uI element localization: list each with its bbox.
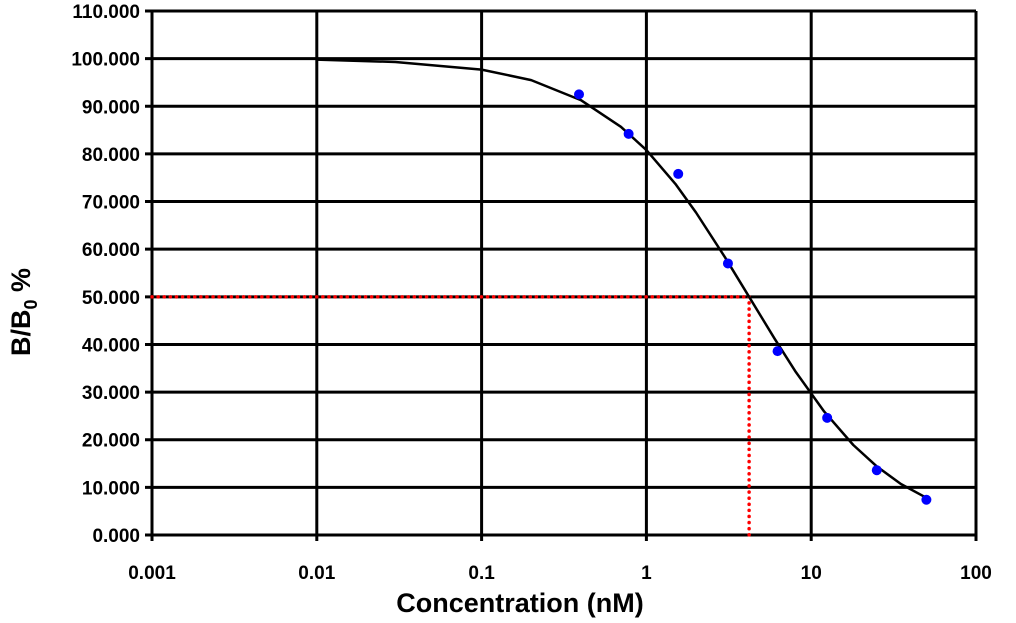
data-point (623, 128, 634, 139)
x-axis-label: Concentration (nM) (396, 588, 643, 618)
x-tick-label: 100 (960, 563, 992, 584)
data-point (574, 89, 585, 100)
y-tick-label: 70.000 (82, 193, 140, 214)
y-tick-label: 30.000 (82, 383, 140, 404)
ic50-guide-lines (150, 295, 751, 537)
y-axis-label: B/B0 % (6, 268, 41, 356)
y-tick-label: 60.000 (82, 240, 140, 261)
y-tick-label: 110.000 (72, 2, 140, 23)
x-tick-label: 0.1 (468, 563, 495, 584)
x-tick-label: 10 (801, 563, 822, 584)
data-point (722, 258, 733, 269)
grid (145, 9, 978, 541)
data-points (574, 89, 932, 505)
x-axis-ticks: 0.001 0.01 0.1 1 10 100 (128, 563, 992, 584)
data-point (673, 168, 684, 179)
data-point (871, 465, 882, 476)
y-tick-label: 90.000 (82, 97, 140, 118)
y-axis-label-main: B/B (6, 310, 36, 357)
y-tick-label: 80.000 (82, 145, 140, 166)
y-axis-label-subscript: 0 (21, 300, 41, 310)
x-tick-label: 0.01 (298, 563, 335, 584)
x-tick-label: 1 (641, 563, 652, 584)
data-point (772, 346, 783, 357)
y-tick-label: 40.000 (82, 335, 140, 356)
y-tick-label: 50.000 (82, 288, 140, 309)
data-point (921, 494, 932, 505)
x-tick-label: 0.001 (128, 563, 176, 584)
y-tick-label: 20.000 (82, 431, 140, 452)
data-point (822, 412, 833, 423)
y-tick-label: 0.000 (92, 526, 140, 547)
y-tick-label: 10.000 (82, 478, 140, 499)
y-axis-label-suffix: % (6, 268, 36, 300)
fit-curve-line (316, 58, 927, 499)
y-tick-label: 100.000 (71, 50, 140, 71)
fit-curve (316, 58, 927, 499)
y-axis-ticks: 0.000 10.000 20.000 30.000 40.000 50.000 60.00… (71, 2, 140, 547)
